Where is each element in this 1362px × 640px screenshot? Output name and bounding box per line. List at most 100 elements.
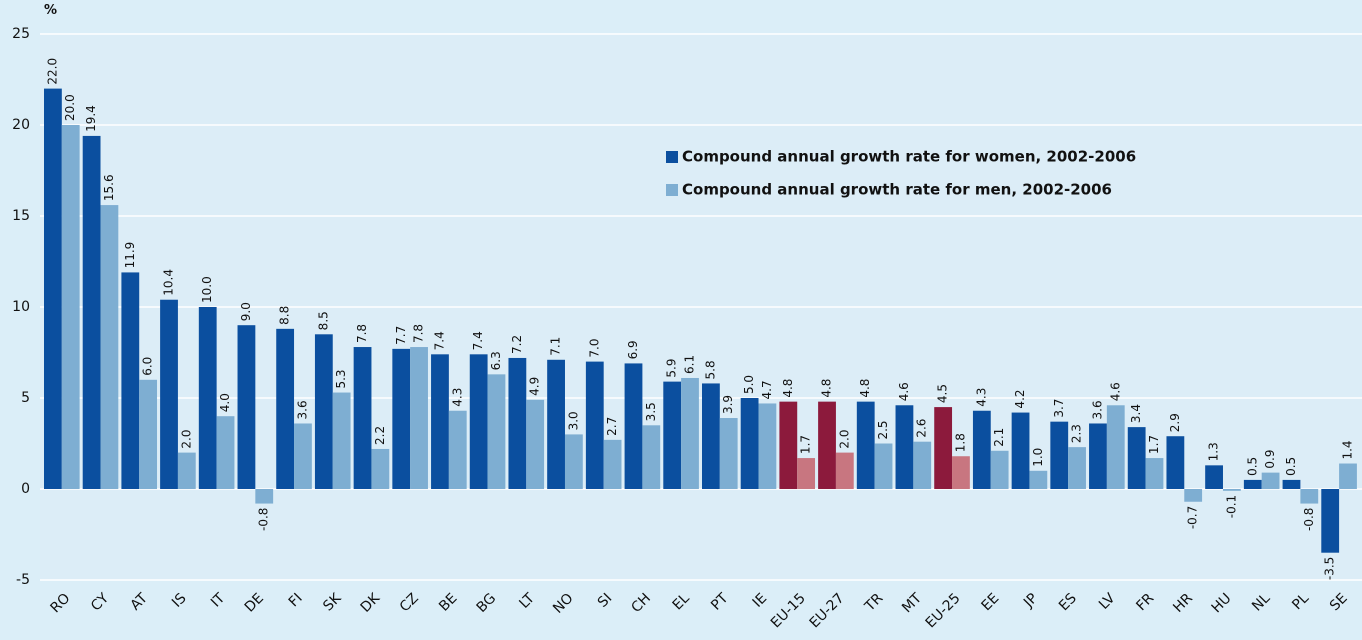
value-label: 4.9 [528,377,542,396]
bar [663,381,682,489]
bar [1205,465,1223,489]
value-label: 10.0 [200,276,214,303]
bar [410,347,428,489]
bar [1089,423,1107,489]
x-tick-label: EU-25 [923,590,964,631]
x-tick-label: SE [1327,590,1351,614]
x-tick-label: HR [1170,590,1196,616]
x-tick-label: DK [358,590,384,616]
bar [276,328,295,489]
value-label: 7.0 [587,339,601,358]
value-label: 1.7 [1147,435,1161,454]
value-label: 4.8 [858,379,872,398]
bar [1029,470,1048,489]
value-label: 8.8 [278,306,292,325]
x-tick-label: IE [750,590,770,610]
bar [874,443,893,489]
value-label: 5.8 [703,360,717,379]
bar [835,452,854,489]
bar [371,448,390,489]
value-label: -0.1 [1224,495,1238,518]
x-tick-label: FI [286,590,306,610]
value-label: 20.0 [63,94,77,121]
x-tick-label: EU-27 [807,590,848,631]
bar [972,410,991,489]
value-label: 3.4 [1129,404,1143,423]
value-label: 0.5 [1245,457,1259,476]
value-label: 1.8 [953,433,967,452]
bar [1127,427,1146,489]
y-tick-label: 25 [12,26,30,42]
legend-label: Compound annual growth rate for men, 200… [682,181,1112,199]
bar [818,401,836,489]
value-label: 1.4 [1341,440,1355,459]
value-label: 4.6 [1108,382,1122,401]
value-label: 11.9 [123,242,137,269]
value-label: 6.0 [141,357,155,376]
bar [177,452,196,489]
x-tick-label: EU-15 [768,590,809,631]
x-tick-label: HU [1209,590,1235,616]
value-label: 1.0 [1031,448,1045,467]
value-label: 4.5 [936,384,950,403]
x-tick-label: FR [1133,590,1157,614]
y-tick-label: 20 [12,117,30,133]
value-label: 4.0 [218,393,232,412]
value-label: 7.4 [471,331,485,350]
x-tick-label: ES [1056,590,1080,614]
value-label: 6.9 [626,340,640,359]
bar [1261,472,1280,489]
value-label: -0.8 [257,508,271,531]
bar [255,489,274,504]
value-label: 4.8 [820,379,834,398]
value-label: 2.9 [1168,413,1182,432]
value-label: 4.6 [897,382,911,401]
value-label: -0.8 [1302,508,1316,531]
bar [314,334,333,489]
x-tick-label: NO [550,590,577,617]
value-label: 5.9 [665,359,679,378]
value-label: 4.2 [1013,389,1027,408]
x-tick-label: BG [474,590,500,616]
value-label: 2.2 [373,426,387,445]
value-label: 3.6 [295,400,309,419]
legend-swatch [666,151,678,163]
bar [487,374,506,489]
bar [779,401,798,489]
x-tick-label: AT [128,590,152,614]
value-label: -0.7 [1186,506,1200,529]
x-tick-label: IS [169,590,190,611]
value-label: 3.7 [1052,399,1066,418]
value-label: 4.3 [974,388,988,407]
bar [353,347,372,489]
value-label: 7.2 [510,335,524,354]
bar [1184,489,1203,502]
bar [392,348,411,489]
bar [139,379,158,489]
bar [237,325,256,489]
value-label: 3.6 [1090,400,1104,419]
bar [1145,458,1164,489]
bar [642,425,661,489]
x-tick-label: EE [979,590,1003,614]
y-tick-label: 5 [21,390,30,406]
bar [508,357,527,489]
value-label: 0.5 [1284,457,1298,476]
value-label: 2.3 [1070,424,1084,443]
x-tick-label: NL [1249,590,1273,614]
x-tick-label: IT [208,590,229,611]
value-label: 2.0 [179,430,193,449]
bar [547,359,565,489]
x-tick-label: RO [47,590,73,616]
bar [719,418,738,489]
x-tick-label: BE [436,590,460,614]
bar [431,354,449,489]
x-tick-label: DE [242,590,267,615]
bar [1339,463,1357,489]
y-tick-label: 15 [12,208,30,224]
x-tick-label: SI [595,590,616,611]
bar [740,398,759,489]
value-label: 6.3 [489,351,503,370]
value-label: 5.0 [742,375,756,394]
